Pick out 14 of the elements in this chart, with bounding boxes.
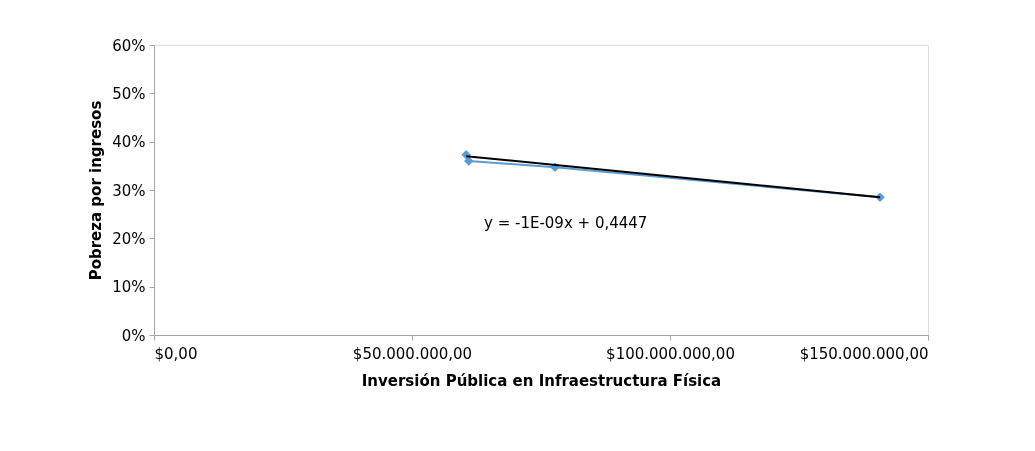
x-tick-label: $0,00 <box>154 344 198 363</box>
annotation: y = -1E-09x + 0,4447 <box>484 214 648 232</box>
y-tick-label: 40% <box>112 133 146 152</box>
y-tick-label: 50% <box>112 84 146 103</box>
y-tick-label: 30% <box>112 181 146 200</box>
y-tick-label: 0% <box>121 326 146 345</box>
x-axis-title: Inversión Pública en Infraestructura Física <box>361 371 722 390</box>
y-tick-label: 20% <box>112 229 146 248</box>
y-tick-label: 10% <box>112 278 146 297</box>
x-tick-label: $150.000.000,00 <box>799 344 929 363</box>
y-axis-title: Pobreza por ingresos <box>87 100 106 281</box>
x-tick-label: $50.000.000,00 <box>352 344 473 363</box>
x-tick-label: $100.000.000,00 <box>606 344 735 363</box>
y-tick-label: 60% <box>112 36 146 55</box>
